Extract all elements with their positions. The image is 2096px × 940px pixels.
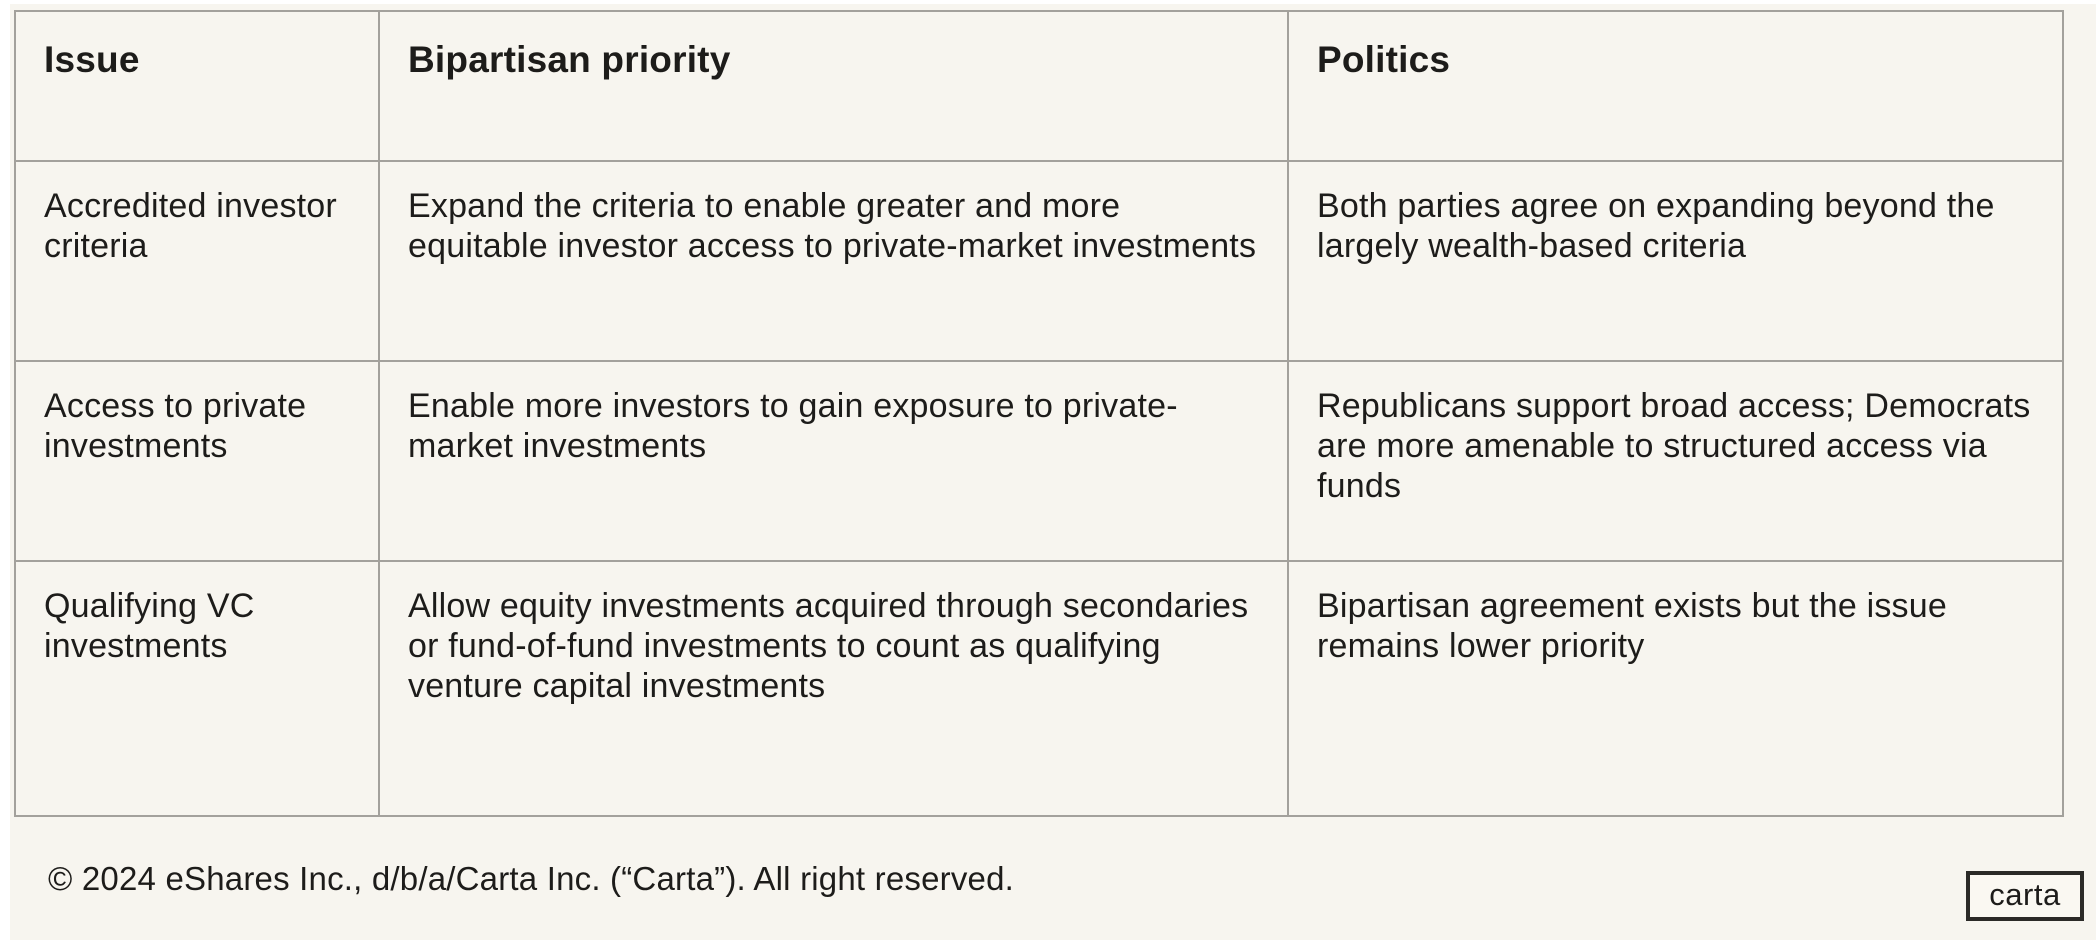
column-header-issue: Issue xyxy=(14,10,380,162)
cell-issue: Accredited investor criteria xyxy=(14,160,380,362)
cell-priority: Expand the criteria to enable greater an… xyxy=(378,160,1289,362)
table-row: Access to private investments Enable mor… xyxy=(14,360,2064,562)
cell-politics: Bipartisan agreement exists but the issu… xyxy=(1287,560,2064,817)
cell-issue: Qualifying VC investments xyxy=(14,560,380,817)
copyright-text: © 2024 eShares Inc., d/b/a/Carta Inc. (“… xyxy=(48,860,1014,897)
bipartisan-priority-table: Issue Bipartisan priority Politics Accre… xyxy=(14,10,2064,817)
cell-issue: Access to private investments xyxy=(14,360,380,562)
column-header-priority: Bipartisan priority xyxy=(378,10,1289,162)
column-header-politics: Politics xyxy=(1287,10,2064,162)
cell-priority: Allow equity investments acquired throug… xyxy=(378,560,1289,817)
table-row: Qualifying VC investments Allow equity i… xyxy=(14,560,2064,817)
slide-background: Issue Bipartisan priority Politics Accre… xyxy=(10,4,2096,940)
cell-politics: Republicans support broad access; Democr… xyxy=(1287,360,2064,562)
carta-logo-text: carta xyxy=(1989,877,2061,912)
cell-priority: Enable more investors to gain exposure t… xyxy=(378,360,1289,562)
cell-politics: Both parties agree on expanding beyond t… xyxy=(1287,160,2064,362)
table-header-row: Issue Bipartisan priority Politics xyxy=(14,10,2064,162)
table-row: Accredited investor criteria Expand the … xyxy=(14,160,2064,362)
carta-logo: carta xyxy=(1966,871,2084,921)
